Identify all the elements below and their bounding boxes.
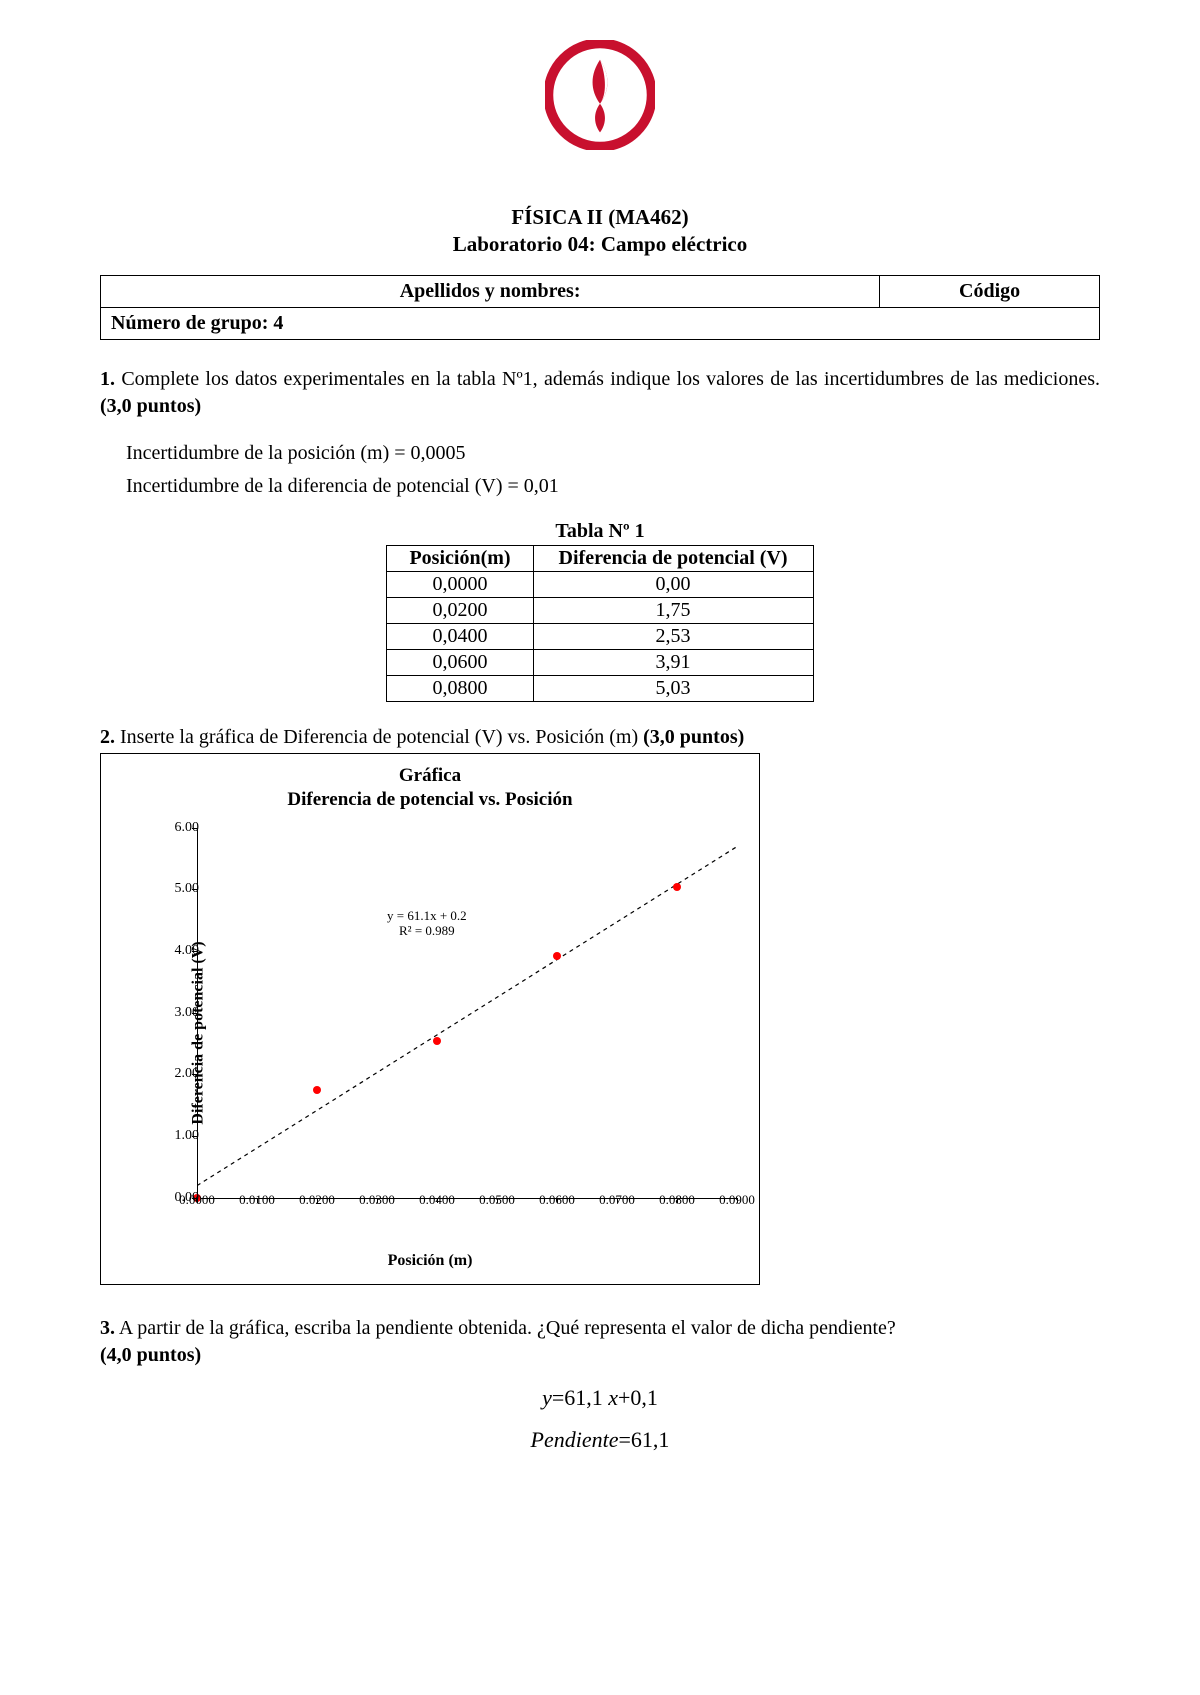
chart-plot-area: y = 61.1x + 0.2 R² = 0.989	[197, 828, 737, 1198]
lab-title: Laboratorio 04: Campo eléctrico	[100, 232, 1100, 257]
cell-pot: 2,53	[533, 624, 813, 650]
q1-uncert-pos: Incertidumbre de la posición (m) = 0,000…	[126, 440, 1100, 467]
header-titles: FÍSICA II (MA462) Laboratorio 04: Campo …	[100, 205, 1100, 257]
y-tick-mark	[192, 1136, 197, 1137]
q3-text: A partir de la gráfica, escriba la pendi…	[119, 1317, 896, 1339]
table-row: 0,06003,91	[387, 650, 813, 676]
chart-frame: Gráfica Diferencia de potencial vs. Posi…	[100, 753, 760, 1285]
data-point	[313, 1086, 321, 1094]
chart-eq-line1: y = 61.1x + 0.2	[387, 908, 467, 923]
chart-title-b: Diferencia de potencial vs. Posición	[287, 789, 572, 810]
cell-pos: 0,0400	[387, 624, 533, 650]
table-row: 0,00000,00	[387, 572, 813, 598]
q2-text: Inserte la gráfica de Diferencia de pote…	[120, 726, 638, 748]
data-table: Posición(m) Diferencia de potencial (V) …	[386, 545, 813, 702]
q3-equation-2: Pendiente=61,1	[100, 1427, 1100, 1453]
question-1: 1. Complete los datos experimentales en …	[100, 366, 1100, 420]
x-tick-mark	[197, 1198, 198, 1203]
table1-caption: Tabla Nº 1	[100, 520, 1100, 543]
data-point	[433, 1037, 441, 1045]
col-header-pot: Diferencia de potencial (V)	[533, 546, 813, 572]
x-tick-mark	[497, 1198, 498, 1203]
chart-title-a: Gráfica	[399, 765, 461, 786]
table1-container: Tabla Nº 1 Posición(m) Diferencia de pot…	[100, 520, 1100, 702]
col-header-pos: Posición(m)	[387, 546, 533, 572]
cell-pos: 0,0600	[387, 650, 533, 676]
q1-number: 1.	[100, 368, 115, 390]
data-point	[553, 952, 561, 960]
x-tick-mark	[557, 1198, 558, 1203]
question-3: 3. A partir de la gráfica, escriba la pe…	[100, 1315, 1100, 1369]
x-tick-mark	[317, 1198, 318, 1203]
x-tick-mark	[257, 1198, 258, 1203]
data-point	[673, 883, 681, 891]
question-2: 2. Inserte la gráfica de Diferencia de p…	[100, 724, 1100, 751]
cell-pos: 0,0800	[387, 676, 533, 702]
q3-points: (4,0 puntos)	[100, 1344, 201, 1366]
names-header: Apellidos y nombres:	[101, 276, 880, 308]
cell-pos: 0,0000	[387, 572, 533, 598]
table-row: 0,02001,75	[387, 598, 813, 624]
q1-text: Complete los datos experimentales en la …	[121, 368, 1100, 390]
y-tick-mark	[192, 1013, 197, 1014]
y-tick-mark	[192, 828, 197, 829]
q1-points: (3,0 puntos)	[100, 395, 201, 417]
upc-logo-icon	[545, 40, 655, 155]
x-tick-mark	[377, 1198, 378, 1203]
cell-pot: 5,03	[533, 676, 813, 702]
cell-pot: 0,00	[533, 572, 813, 598]
cell-pot: 1,75	[533, 598, 813, 624]
chart-equation: y = 61.1x + 0.2 R² = 0.989	[387, 908, 467, 939]
x-tick-mark	[677, 1198, 678, 1203]
cell-pos: 0,0200	[387, 598, 533, 624]
x-tick-mark	[617, 1198, 618, 1203]
chart-eq-line2: R² = 0.989	[399, 923, 455, 938]
y-tick-mark	[192, 951, 197, 952]
table-row: 0,08005,03	[387, 676, 813, 702]
document-page: FÍSICA II (MA462) Laboratorio 04: Campo …	[0, 0, 1200, 1525]
code-header: Código	[880, 276, 1100, 308]
q2-points: (3,0 puntos)	[643, 726, 744, 748]
q2-number: 2.	[100, 726, 115, 748]
logo-container	[100, 40, 1100, 155]
q1-uncert-pot: Incertidumbre de la diferencia de potenc…	[126, 473, 1100, 500]
q3-number: 3.	[100, 1317, 115, 1339]
x-axis-line	[197, 1198, 737, 1199]
table-row: 0,04002,53	[387, 624, 813, 650]
y-tick-mark	[192, 1074, 197, 1075]
x-tick-mark	[437, 1198, 438, 1203]
info-table: Apellidos y nombres: Código Número de gr…	[100, 275, 1100, 340]
group-cell: Número de grupo: 4	[101, 308, 1100, 340]
trend-line	[197, 828, 737, 1198]
y-tick-mark	[192, 889, 197, 890]
cell-pot: 3,91	[533, 650, 813, 676]
x-tick-mark	[737, 1198, 738, 1203]
q3-equation-1: y=61,1 x+0,1	[100, 1385, 1100, 1411]
chart-title: Gráfica Diferencia de potencial vs. Posi…	[111, 764, 749, 812]
course-title: FÍSICA II (MA462)	[100, 205, 1100, 230]
chart-body: Diferencia de potencial (V) y = 61.1x + …	[111, 818, 747, 1248]
chart-xlabel: Posición (m)	[111, 1252, 749, 1270]
